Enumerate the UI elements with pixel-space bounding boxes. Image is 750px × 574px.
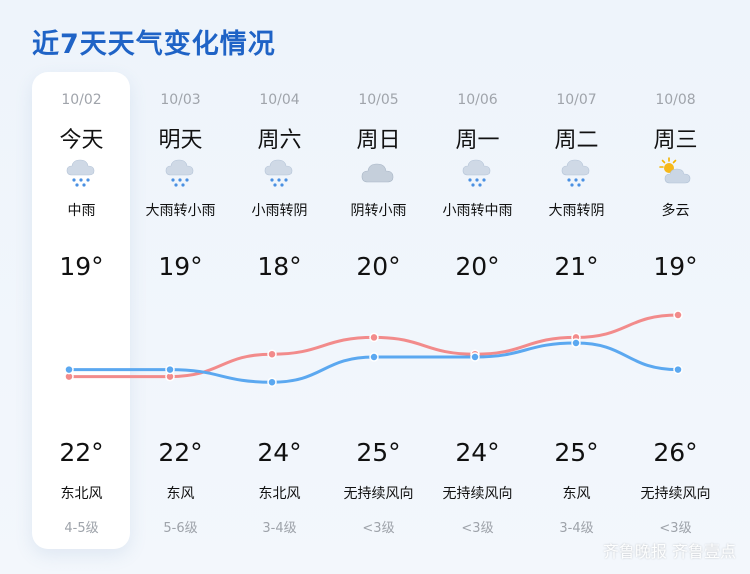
day-weekday: 今天: [59, 128, 104, 153]
day-condition: 小雨转中雨: [442, 203, 513, 219]
day-column: 10/05 周日阴转小雨 20° 25° 无持续风向 <3级: [329, 72, 428, 549]
rain-icon: [459, 156, 495, 188]
lower-trend-point: [165, 364, 175, 375]
today-highlight-card: [32, 72, 130, 549]
day-temp-bottom: 24°: [257, 438, 302, 467]
day-column: 10/07 周二大雨转阴 21° 25° 东风 3-4级: [527, 72, 626, 549]
cloud-icon: [360, 156, 396, 188]
day-weekday: 周二: [554, 128, 599, 153]
day-date: 10/05: [358, 92, 399, 108]
day-temp-bottom: 24°: [455, 438, 500, 467]
day-condition: 阴转小雨: [350, 203, 407, 219]
day-wind-direction: 东风: [166, 486, 195, 502]
day-temp-top: 19°: [653, 252, 698, 281]
day-weekday: 明天: [158, 128, 203, 153]
day-condition: 多云: [661, 203, 690, 219]
day-wind-level: <3级: [362, 521, 395, 536]
lower-trend-point: [470, 352, 480, 362]
upper-trend-point: [673, 310, 683, 320]
lower-trend-point: [64, 364, 74, 375]
upper-trend-point: [267, 349, 277, 359]
day-wind-direction: 无持续风向: [442, 486, 513, 502]
lower-trend-point: [571, 338, 581, 348]
day-temp-top: 18°: [257, 252, 302, 281]
lower-trend-point: [369, 352, 379, 362]
rain-icon: [162, 156, 198, 188]
day-temp-bottom: 22°: [59, 438, 104, 467]
day-wind-level: 3-4级: [262, 521, 297, 536]
day-wind-level: <3级: [659, 521, 692, 536]
day-wind-direction: 东风: [562, 486, 591, 502]
watermark: 齐鲁晚报 齐鲁壹点: [602, 542, 736, 561]
day-date: 10/02: [61, 92, 102, 108]
day-date: 10/04: [259, 92, 300, 108]
day-wind-level: 3-4级: [559, 521, 594, 536]
day-temp-top: 21°: [554, 252, 599, 281]
day-condition: 中雨: [67, 203, 96, 219]
day-temp-top: 19°: [59, 252, 104, 281]
rain-icon: [63, 156, 99, 188]
day-temp-bottom: 22°: [158, 438, 203, 467]
day-condition: 大雨转小雨: [145, 203, 216, 219]
day-column: 10/08 周三多云 19° 26° 无持续风向 <3级: [626, 72, 725, 549]
day-temp-bottom: 25°: [356, 438, 401, 467]
page-title: 近7天天气变化情况: [32, 29, 276, 60]
day-wind-level: <3级: [461, 521, 494, 536]
day-temp-bottom: 26°: [653, 438, 698, 467]
day-weekday: 周一: [455, 128, 500, 153]
upper-trend-point: [369, 332, 379, 343]
day-column: 10/02 今天中雨 19° 22° 东北风 4-5级: [32, 72, 131, 549]
rain-icon: [261, 156, 297, 188]
partly-cloudy-icon: [657, 156, 693, 188]
day-temp-top: 19°: [158, 252, 203, 281]
day-date: 10/07: [556, 92, 597, 108]
day-weekday: 周日: [356, 128, 401, 153]
day-temp-top: 20°: [455, 252, 500, 281]
day-column: 10/03 明天大雨转小雨 19° 22° 东风 5-6级: [131, 72, 230, 549]
day-date: 10/06: [457, 92, 498, 108]
upper-trend-line: [69, 313, 679, 379]
rain-icon: [558, 156, 594, 188]
day-weekday: 周三: [653, 128, 698, 153]
day-wind-direction: 东北风: [60, 486, 103, 502]
day-wind-level: 5-6级: [163, 521, 198, 536]
day-wind-level: 4-5级: [64, 521, 99, 536]
day-wind-direction: 无持续风向: [343, 486, 414, 502]
day-temp-bottom: 25°: [554, 438, 599, 467]
day-temp-top: 20°: [356, 252, 401, 281]
day-date: 10/03: [160, 92, 201, 108]
day-column: 10/06 周一小雨转中雨 20° 24° 无持续风向 <3级: [428, 72, 527, 549]
day-date: 10/08: [655, 92, 696, 108]
day-wind-direction: 无持续风向: [640, 486, 711, 502]
day-column: 10/04 周六小雨转阴 18° 24° 东北风 3-4级: [230, 72, 329, 549]
day-wind-direction: 东北风: [258, 486, 301, 502]
day-condition: 小雨转阴: [251, 203, 308, 219]
lower-trend-point: [673, 364, 683, 375]
lower-trend-point: [267, 377, 277, 387]
day-weekday: 周六: [257, 128, 302, 153]
day-condition: 大雨转阴: [548, 203, 605, 219]
